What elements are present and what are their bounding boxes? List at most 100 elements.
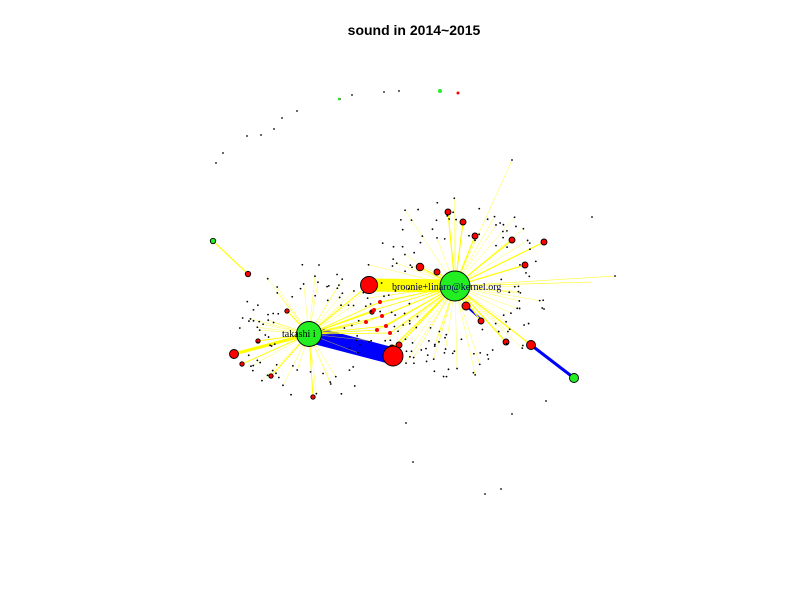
node-outer: [511, 413, 513, 415]
broonie-leaf-node: [478, 363, 481, 366]
broonie-leaf-node: [515, 225, 517, 228]
broonie-leaf-node: [445, 333, 448, 336]
node-outer: [383, 91, 385, 93]
node-red: [459, 218, 467, 226]
takashi-leaf-node: [317, 281, 319, 284]
node-outer: [215, 162, 217, 164]
broonie-leaf-node: [438, 340, 440, 343]
node-outer: [405, 422, 407, 424]
hub-node-takashi: [296, 321, 322, 347]
node-red: [508, 236, 516, 244]
broonie-leaf-node: [438, 330, 441, 333]
node-red: [364, 320, 368, 324]
takashi-leaf-node: [370, 339, 373, 342]
takashi-leaf-node: [262, 323, 264, 326]
takashi-leaf-node: [343, 327, 346, 329]
takashi-leaf-node: [266, 277, 269, 280]
broonie-leaf-node: [408, 322, 411, 325]
node-red: [477, 317, 485, 325]
edge-takashi-to-red: [306, 325, 396, 365]
broonie-leaf-node: [411, 266, 413, 269]
broonie-leaf-node: [433, 370, 436, 373]
broonie-leaf-node: [379, 310, 382, 313]
takashi-leaf-node: [291, 295, 294, 298]
broonie-leaf-node: [433, 343, 436, 346]
broonie-leaf-node: [513, 216, 516, 219]
broonie-leaf-node: [495, 244, 497, 247]
broonie-leaf-node: [506, 246, 508, 249]
node-red: [433, 268, 441, 276]
broonie-leaf-node: [479, 352, 482, 354]
edge-layer: [212, 159, 616, 398]
broonie-leaf-node: [517, 285, 520, 288]
takashi-leaf-node: [266, 374, 269, 377]
edge-broonie-far-right: [454, 281, 593, 287]
edge-mid-t-5: [308, 301, 381, 335]
takashi-leaf-node: [336, 287, 339, 290]
broonie-leaf-node: [451, 352, 454, 355]
takashi-leaf-node: [357, 319, 360, 322]
broonie-leaf-node: [433, 345, 436, 347]
broonie-leaf-node: [508, 291, 511, 294]
takashi-leaf-node: [256, 326, 259, 329]
broonie-leaf-node: [412, 356, 415, 359]
takashi-leaf-node: [341, 278, 344, 281]
broonie-leaf-node: [369, 303, 372, 305]
broonie-leaf-node: [364, 305, 367, 308]
broonie-leaf-node: [507, 330, 509, 333]
broonie-leaf-node: [405, 362, 407, 365]
broonie-leaf-node: [381, 242, 384, 245]
takashi-leaf-node: [352, 366, 355, 368]
broonie-leaf-node: [502, 223, 505, 226]
takashi-leaf-node: [353, 290, 355, 292]
node-red: [521, 261, 529, 269]
takashi-leaf-node: [241, 317, 244, 319]
takashi-leaf-node: [326, 299, 329, 302]
broonie-leaf-node: [409, 355, 411, 358]
broonie-leaf-node: [494, 322, 497, 325]
broonie-leaf-node: [502, 236, 505, 239]
broonie-leaf-node: [497, 330, 500, 333]
takashi-leaf-node: [322, 372, 324, 375]
takashi-leaf-node: [352, 304, 355, 307]
broonie-leaf-node: [502, 314, 505, 317]
broonie-leaf-node: [408, 287, 410, 290]
node-outer: [281, 117, 283, 119]
broonie-leaf-node: [481, 328, 484, 331]
broonie-leaf-node: [522, 227, 525, 230]
broonie-leaf-node: [521, 344, 524, 347]
takashi-leaf-node: [256, 304, 259, 307]
node-outer: [500, 488, 502, 490]
broonie-leaf-node: [541, 307, 544, 309]
broonie-leaf-node: [411, 341, 414, 344]
takashi-leaf-node: [256, 359, 259, 362]
broonie-leaf-node: [403, 312, 406, 315]
node-green-small: [438, 89, 442, 93]
takashi-leaf-node: [249, 318, 252, 320]
broonie-leaf-node: [478, 233, 481, 236]
edge-green-left-to-red: [212, 240, 249, 275]
broonie-leaf-node: [443, 351, 446, 354]
takashi-leaf-node: [348, 369, 351, 372]
node-red-large: [360, 276, 378, 294]
node-red: [526, 340, 536, 350]
edge-broonie-far-right-2: [454, 275, 616, 287]
broonie-leaf-node: [425, 347, 427, 350]
broonie-leaf-node: [491, 349, 494, 351]
takashi-leaf-node: [282, 384, 284, 387]
broonie-leaf-node: [404, 209, 406, 212]
node-layer: [209, 89, 616, 495]
broonie-leaf-node: [448, 218, 451, 220]
broonie-leaf-node: [519, 264, 521, 266]
edge-broonie-up: [454, 159, 513, 287]
takashi-leaf-node: [276, 286, 279, 288]
takashi-leaf-node: [338, 284, 340, 287]
broonie-leaf-node: [534, 260, 537, 263]
broonie-leaf-node: [460, 338, 463, 341]
takashi-leaf-node: [271, 369, 274, 372]
node-outer: [351, 94, 353, 96]
broonie-leaf-node: [529, 248, 531, 251]
broonie-leaf-node: [380, 282, 383, 284]
takashi-leaf-node: [250, 365, 252, 368]
broonie-leaf-node: [505, 320, 508, 323]
